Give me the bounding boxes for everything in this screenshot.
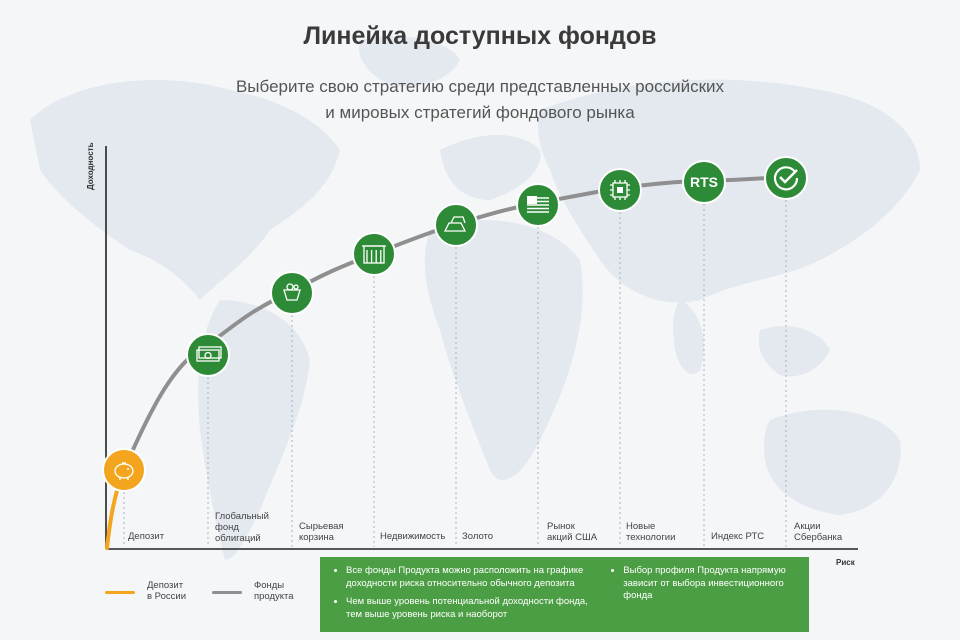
marker-circle <box>102 448 146 492</box>
fund-marker-commodity-basket[interactable] <box>270 271 314 315</box>
category-label: Акции Сбербанка <box>794 521 842 543</box>
category-label: Глобальный фонд облигаций <box>215 511 269 544</box>
fund-marker-gold-bars[interactable] <box>434 203 478 247</box>
sberbank-logo-icon <box>773 166 799 191</box>
category-label-line: Индекс РТС <box>711 531 765 542</box>
info-bullet-1: Все фонды Продукта можно расположить на … <box>346 565 599 590</box>
marker-circle <box>434 203 478 247</box>
building-icon <box>362 245 386 264</box>
category-label: Новые технологии <box>626 521 675 543</box>
category-label-line: корзина <box>299 532 334 543</box>
marker-circle <box>186 333 230 377</box>
microchip-icon <box>610 180 630 200</box>
fund-marker-banknotes[interactable] <box>186 333 230 377</box>
category-label-line: фонд <box>215 522 239 533</box>
page-title: Линейка доступных фондов <box>303 22 657 50</box>
fund-marker-sberbank-logo[interactable] <box>764 156 808 200</box>
category-label-line: Новые <box>626 521 656 532</box>
marker-circle <box>270 271 314 315</box>
category-label: Недвижимость <box>380 531 445 542</box>
legend-item-funds: Фонды продукта <box>212 580 294 602</box>
gold-bars-icon <box>443 216 467 232</box>
info-box: Все фонды Продукта можно расположить на … <box>320 557 809 632</box>
legend-label-deposit: Депозит в России <box>147 580 187 602</box>
piggy-bank-icon <box>114 462 134 480</box>
fund-marker-piggy-bank[interactable] <box>102 448 146 492</box>
category-label-line: Акции <box>794 521 821 532</box>
legend-label-funds: Фонды продукта <box>254 580 294 602</box>
fund-marker-building[interactable] <box>352 232 396 276</box>
category-label-line: облигаций <box>215 533 261 544</box>
page-subtitle: Выберите свою стратегию среди представле… <box>0 74 960 126</box>
category-label-line: Золото <box>462 531 494 542</box>
category-label: Сырьевая корзина <box>299 521 344 543</box>
fund-marker-microchip[interactable] <box>598 168 642 212</box>
category-label-line: Сбербанка <box>794 532 843 543</box>
us-flag-icon <box>527 196 549 213</box>
category-label-line: Депозит <box>128 531 165 542</box>
category-label-line: Глобальный <box>215 511 269 522</box>
category-label-line: технологии <box>626 532 676 543</box>
info-bullet-3: Выбор профиля Продукта напрямую зависит … <box>623 565 797 603</box>
rts-logo-text: RTS <box>690 174 718 190</box>
info-bullet-2: Чем выше уровень потенциальной доходност… <box>346 596 599 621</box>
commodity-basket-icon <box>283 283 301 301</box>
x-axis-label: Риск <box>836 558 855 567</box>
subtitle-line-1: Выберите свою стратегию среди представле… <box>235 77 725 96</box>
fund-marker-us-flag[interactable] <box>516 183 560 227</box>
category-label-line: Сырьевая <box>299 521 344 532</box>
y-axis-label: Доходность <box>86 142 95 191</box>
marker-circle <box>352 232 396 276</box>
rts-logo-icon: RTS <box>690 174 718 190</box>
category-label-line: Недвижимость <box>380 531 446 542</box>
category-label-line: акций США <box>547 532 598 543</box>
legend-swatch-funds <box>212 591 242 594</box>
legend-swatch-deposit <box>105 591 135 594</box>
category-label: Рынок акций США <box>547 521 597 543</box>
category-label-line: Рынок <box>547 521 575 532</box>
category-label: Индекс РТС <box>711 531 764 542</box>
category-label: Золото <box>462 531 493 542</box>
category-label: Депозит <box>128 531 164 542</box>
fund-marker-rts-logo[interactable]: RTS <box>682 160 726 204</box>
subtitle-line-2: и мировых стратегий фондового рынка <box>325 103 635 122</box>
marker-circle <box>682 160 726 204</box>
marker-circle <box>764 156 808 200</box>
legend-item-deposit: Депозит в России <box>105 580 186 602</box>
banknotes-icon <box>196 346 222 362</box>
